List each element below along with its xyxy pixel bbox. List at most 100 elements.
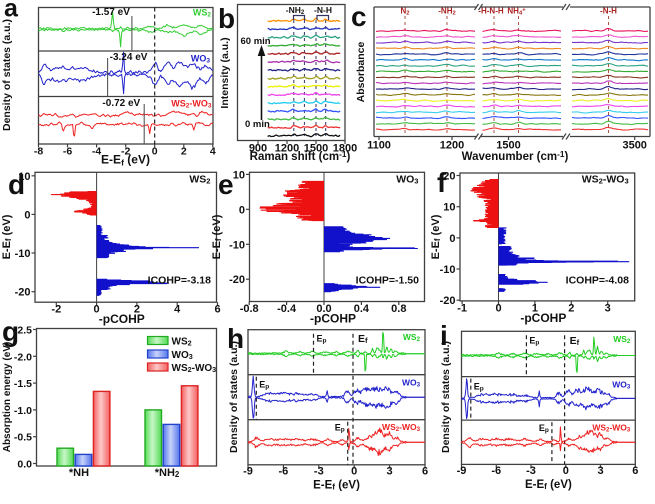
svg-text:WS2-WO3: WS2-WO3 <box>171 99 212 110</box>
svg-text:-4: -4 <box>92 146 101 158</box>
svg-text:1200: 1200 <box>440 140 464 152</box>
svg-text:c: c <box>351 1 367 32</box>
svg-text:ICOHP=-4.08: ICOHP=-4.08 <box>566 275 629 287</box>
svg-text:-H-N-H: -H-N-H <box>478 7 504 16</box>
svg-text:Absorption energy (eV): Absorption energy (eV) <box>2 342 13 453</box>
svg-text:4: 4 <box>210 146 216 158</box>
svg-text:-6: -6 <box>63 146 72 158</box>
svg-text:Absorbance: Absorbance <box>355 42 367 103</box>
svg-text:E-Ef (eV): E-Ef (eV) <box>211 214 223 259</box>
svg-text:WS2: WS2 <box>189 174 210 186</box>
svg-text:WS2: WS2 <box>613 334 631 345</box>
svg-text:10: 10 <box>18 171 30 183</box>
svg-text:-2: -2 <box>121 146 130 158</box>
svg-text:-1.5: -1.5 <box>14 378 32 390</box>
svg-text:Ep: Ep <box>316 334 326 345</box>
svg-text:0: 0 <box>563 465 569 477</box>
svg-text:0.0: 0.0 <box>17 459 32 471</box>
svg-text:N2: N2 <box>400 7 409 17</box>
svg-text:WO3: WO3 <box>612 380 631 391</box>
svg-text:Intensity (a.u.): Intensity (a.u.) <box>219 37 231 108</box>
svg-text:Density of states (a.u.): Density of states (a.u.) <box>228 341 240 453</box>
svg-text:E-Ef (eV): E-Ef (eV) <box>313 479 360 491</box>
svg-text:f: f <box>437 167 447 198</box>
svg-text:-6: -6 <box>279 465 289 477</box>
svg-text:Ep: Ep <box>259 380 269 391</box>
svg-text:1800: 1800 <box>333 143 357 155</box>
svg-text:0.4: 0.4 <box>354 303 370 315</box>
svg-text:Density of states (a.u.): Density of states (a.u.) <box>440 341 452 453</box>
svg-text:Ep: Ep <box>335 423 345 434</box>
svg-text:*NH2: *NH2 <box>155 467 180 479</box>
svg-text:ICOHP=-1.50: ICOHP=-1.50 <box>356 275 419 287</box>
svg-text:6: 6 <box>422 465 428 477</box>
svg-text:0: 0 <box>239 204 245 216</box>
svg-text:-N-H: -N-H <box>600 7 617 16</box>
svg-text:a: a <box>4 0 19 23</box>
svg-text:WO3: WO3 <box>191 54 211 65</box>
svg-text:Ef: Ef <box>358 333 368 345</box>
svg-text:-NH2: -NH2 <box>438 7 455 17</box>
svg-text:6: 6 <box>632 465 638 477</box>
svg-text:-0.72 eV: -0.72 eV <box>102 98 140 109</box>
svg-text:-0.8: -0.8 <box>240 303 259 315</box>
svg-text:1100: 1100 <box>367 140 391 152</box>
svg-text:-20: -20 <box>229 274 245 286</box>
svg-text:1500: 1500 <box>496 140 520 152</box>
svg-text:Wavenumber (cm-1): Wavenumber (cm-1) <box>462 149 569 163</box>
svg-text:-2.5: -2.5 <box>14 325 32 337</box>
svg-text:-10: -10 <box>15 248 31 260</box>
svg-text:-10: -10 <box>229 239 245 251</box>
svg-text:WO3: WO3 <box>396 174 418 186</box>
svg-text:-pCOHP: -pCOHP <box>520 311 566 325</box>
svg-text:-2: -2 <box>51 304 61 316</box>
svg-text:-pCOHP: -pCOHP <box>310 312 356 326</box>
svg-text:1200: 1200 <box>275 143 299 155</box>
svg-text:60 min: 60 min <box>241 36 271 47</box>
svg-text:-1.57 eV: -1.57 eV <box>92 7 130 18</box>
svg-text:-6: -6 <box>491 465 501 477</box>
svg-text:WO3: WO3 <box>402 378 421 389</box>
svg-text:E-Ef (eV): E-Ef (eV) <box>430 214 442 259</box>
svg-text:Ep: Ep <box>474 382 484 393</box>
svg-text:WS2: WS2 <box>403 332 421 343</box>
svg-text:0: 0 <box>152 146 158 158</box>
svg-text:900: 900 <box>249 143 267 155</box>
svg-text:h: h <box>227 323 244 354</box>
svg-text:1500: 1500 <box>304 143 328 155</box>
svg-text:ICOHP=-3.18: ICOHP=-3.18 <box>148 275 211 287</box>
svg-text:-9: -9 <box>243 465 253 477</box>
svg-text:3: 3 <box>605 302 611 314</box>
svg-text:20: 20 <box>443 170 455 182</box>
svg-text:-20: -20 <box>440 295 456 307</box>
svg-text:*NH: *NH <box>69 467 89 479</box>
svg-text:i: i <box>440 320 448 351</box>
svg-text:Raman shift (cm-1): Raman shift (cm-1) <box>250 149 351 163</box>
svg-text:-0.4: -0.4 <box>277 303 297 315</box>
svg-text:10: 10 <box>233 169 245 181</box>
svg-text:-9: -9 <box>457 465 467 477</box>
svg-text:0.0: 0.0 <box>316 303 331 315</box>
svg-text:WO3: WO3 <box>172 350 193 361</box>
svg-text:0: 0 <box>351 465 357 477</box>
svg-text:6: 6 <box>214 304 220 316</box>
svg-text:-NH2: -NH2 <box>286 5 305 16</box>
svg-text:Ef: Ef <box>570 335 580 347</box>
svg-text:0: 0 <box>94 304 100 316</box>
svg-text:e: e <box>218 169 234 200</box>
svg-text:10: 10 <box>443 202 455 214</box>
svg-text:b: b <box>218 3 235 34</box>
svg-text:1: 1 <box>532 302 538 314</box>
svg-text:d: d <box>8 169 25 200</box>
svg-text:2: 2 <box>134 304 140 316</box>
svg-text:2: 2 <box>181 146 187 158</box>
svg-text:4: 4 <box>174 304 181 316</box>
svg-text:-N-H: -N-H <box>314 5 332 15</box>
svg-text:-8: -8 <box>34 146 43 158</box>
svg-text:g: g <box>2 316 19 347</box>
svg-text:0 min: 0 min <box>245 119 270 130</box>
svg-text:0: 0 <box>495 302 501 314</box>
svg-text:NH4+: NH4+ <box>507 7 526 17</box>
svg-text:3: 3 <box>387 465 393 477</box>
svg-text:WS2-WO3: WS2-WO3 <box>172 363 217 374</box>
